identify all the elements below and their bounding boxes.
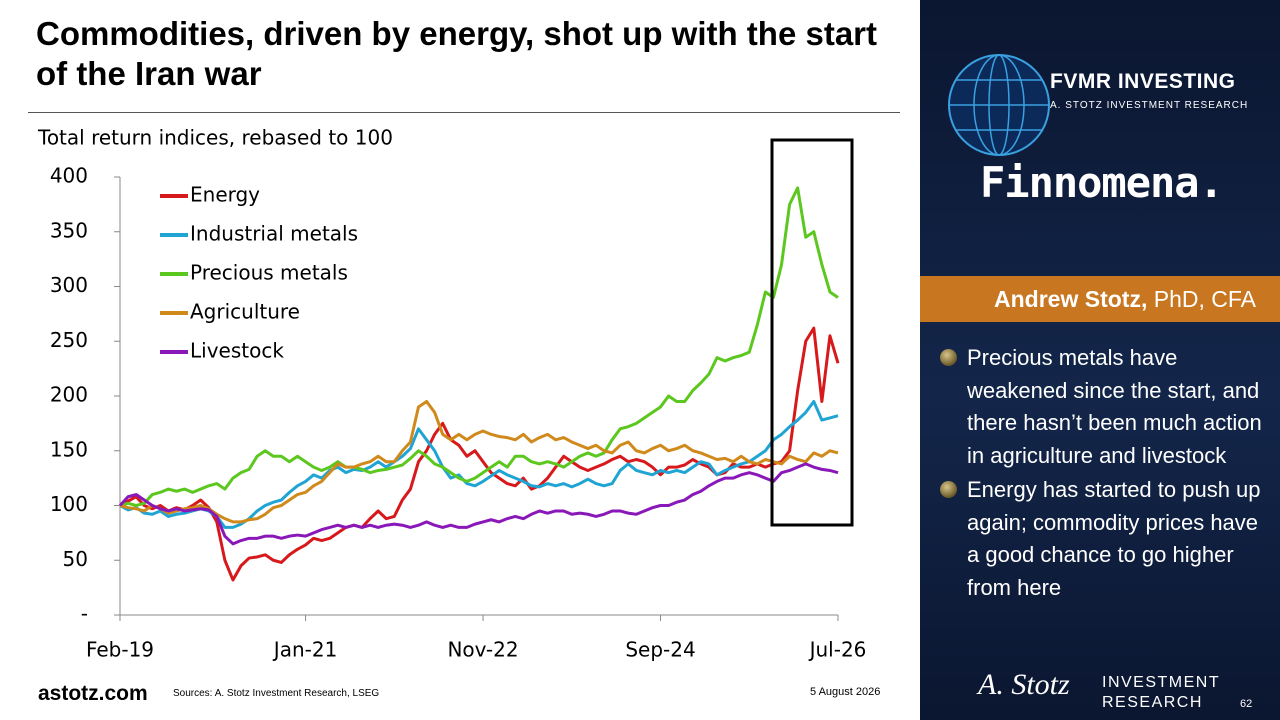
highlight-box bbox=[770, 138, 854, 527]
partner-logo: Finnomena. bbox=[980, 158, 1224, 207]
logo-text: RESEARCH bbox=[1102, 694, 1203, 711]
presenter-bar: Andrew Stotz, PhD, CFA bbox=[920, 276, 1280, 322]
site: astotz.com bbox=[38, 682, 148, 705]
series-line bbox=[119, 186, 839, 507]
series-line bbox=[119, 326, 840, 582]
x-tick-label: Nov-22 bbox=[447, 638, 518, 662]
y-tick-label: 100 bbox=[50, 492, 88, 516]
bullet-text: Precious metals have weakened since the … bbox=[967, 345, 1262, 468]
y-tick-label: 150 bbox=[50, 437, 88, 461]
x-tick-label: Sep-24 bbox=[625, 638, 695, 662]
brand: FVMR INVESTING bbox=[1050, 70, 1236, 93]
x-tick-label: Jan-21 bbox=[272, 638, 338, 662]
series-line bbox=[119, 399, 839, 529]
presenter-name: Andrew Stotz, bbox=[994, 286, 1148, 312]
legend-label: Livestock bbox=[190, 339, 284, 363]
bullet-icon bbox=[940, 481, 957, 498]
y-tick-label: 50 bbox=[63, 547, 88, 571]
y-tick-label: 200 bbox=[50, 383, 88, 407]
bullet: Precious metals have weakened since the … bbox=[940, 342, 1275, 472]
chart: Total return indices, rebased to 100 - 50… bbox=[37, 126, 867, 662]
y-tick-label: 350 bbox=[50, 218, 88, 242]
date: 5 August 2026 bbox=[810, 686, 881, 698]
page-number: 62 bbox=[1240, 698, 1253, 710]
logo-text: INVESTMENT bbox=[1102, 674, 1221, 691]
y-tick-label: 300 bbox=[50, 273, 88, 297]
bullet-icon bbox=[940, 349, 957, 366]
sources: Sources: A. Stotz Investment Research, L… bbox=[173, 688, 380, 699]
legend-label: Energy bbox=[190, 183, 260, 207]
title-rule bbox=[28, 112, 900, 113]
chart-subtitle: Total return indices, rebased to 100 bbox=[37, 126, 393, 150]
presenter-credentials: PhD, CFA bbox=[1153, 286, 1256, 312]
x-tick-label: Jul-26 bbox=[808, 638, 867, 662]
legend-label: Industrial metals bbox=[190, 222, 358, 246]
y-tick-label: - bbox=[81, 602, 88, 626]
bullet-list: Precious metals have weakened since the … bbox=[940, 342, 1275, 606]
globe-logo bbox=[948, 54, 1050, 156]
legend-label: Precious metals bbox=[190, 261, 348, 285]
brand-subtitle: A. STOTZ INVESTMENT RESEARCH bbox=[1050, 100, 1249, 111]
side-panel: FVMR INVESTING A. STOTZ INVESTMENT RESEA… bbox=[920, 0, 1280, 720]
series-line bbox=[118, 462, 839, 546]
y-tick-label: 250 bbox=[50, 328, 88, 352]
series-line bbox=[119, 399, 839, 524]
bullet-text: Energy has started to push up again; com… bbox=[967, 477, 1261, 600]
series-lines bbox=[118, 186, 840, 582]
slide-title: Commodities, driven by energy, shot up w… bbox=[36, 15, 878, 92]
legend-label: Agriculture bbox=[190, 300, 300, 324]
signature: A. Stotz bbox=[978, 668, 1070, 701]
y-tick-label: 400 bbox=[50, 164, 88, 188]
x-tick-label: Feb-19 bbox=[86, 638, 154, 662]
bullet: Energy has started to push up again; com… bbox=[940, 474, 1275, 604]
